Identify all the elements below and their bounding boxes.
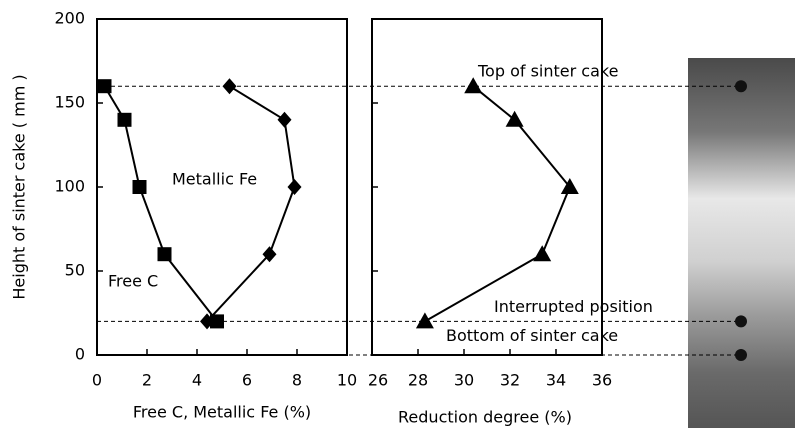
x-tick-label: 8 <box>292 371 302 390</box>
y-axis-label: Height of sinter cake ( mm ) <box>10 74 29 299</box>
annotation: Bottom of sinter cake <box>446 326 618 345</box>
x-tick-label: 0 <box>92 371 102 390</box>
annotation: Top of sinter cake <box>477 62 618 81</box>
x-tick-label: 26 <box>368 371 388 390</box>
annotation: Interrupted position <box>494 297 653 316</box>
square-marker <box>133 180 147 194</box>
y-tick-label: 200 <box>54 9 85 28</box>
x-axis-label: Free C, Metallic Fe (%) <box>133 403 311 422</box>
series-line <box>425 86 570 321</box>
y-tick-label: 0 <box>75 345 85 364</box>
triangle-marker <box>416 312 434 328</box>
y-tick-label: 150 <box>54 93 85 112</box>
square-marker <box>118 113 132 127</box>
figure: Height of sinter cake ( mm ) Free C, Met… <box>0 0 795 428</box>
x-tick-label: 32 <box>500 371 520 390</box>
x-tick-label: 30 <box>454 371 474 390</box>
photo-dot <box>735 80 747 92</box>
diamond-marker <box>288 179 302 195</box>
x-tick-label: 2 <box>142 371 152 390</box>
x-tick-label: 34 <box>546 371 566 390</box>
x-tick-label: 36 <box>592 371 612 390</box>
y-tick-label: 50 <box>65 261 85 280</box>
triangle-marker <box>533 245 551 261</box>
x-tick-label: 6 <box>242 371 252 390</box>
photo-dot <box>735 315 747 327</box>
x-tick-label: 4 <box>192 371 202 390</box>
photo-dot <box>735 349 747 361</box>
series-label: Free C <box>108 272 158 291</box>
series-label: Metallic Fe <box>172 170 257 189</box>
x-axis-label: Reduction degree (%) <box>398 408 572 427</box>
square-marker <box>158 247 172 261</box>
x-tick-label: 28 <box>408 371 428 390</box>
sinter-photo <box>688 58 795 428</box>
x-tick-label: 10 <box>337 371 357 390</box>
y-tick-label: 100 <box>54 177 85 196</box>
triangle-marker <box>506 111 524 127</box>
diamond-marker <box>278 112 292 128</box>
